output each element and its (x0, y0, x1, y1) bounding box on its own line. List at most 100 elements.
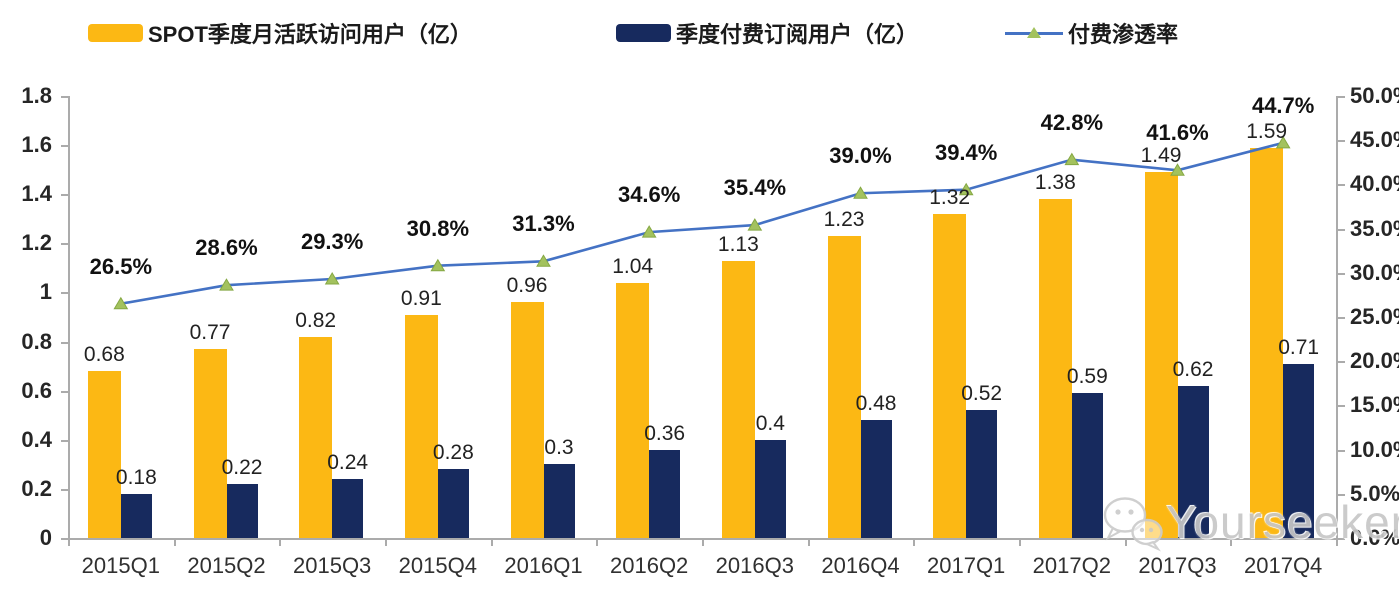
left-axis-tick (61, 488, 68, 491)
yellow-bar-swatch-icon (88, 24, 143, 42)
left-axis-tick-label: 1.8 (21, 83, 52, 108)
bar-label-subs: 0.18 (115, 465, 157, 489)
bar-subs (1283, 363, 1315, 538)
legend-label-penetration: 付费渗透率 (1068, 22, 1179, 47)
navy-bar-swatch-icon (616, 24, 671, 42)
bar-label-subs: 0.24 (327, 451, 369, 475)
x-axis-tick (1019, 540, 1021, 546)
left-axis-tick-label: 0.4 (21, 426, 52, 452)
bar-label-subs: 0.48 (855, 392, 897, 416)
x-axis-tick (173, 540, 176, 546)
right-axis-tick-label: 50.0% (1350, 83, 1399, 108)
left-axis-tick-label: 0.2 (21, 475, 52, 501)
right-axis-tick-label: 30.0% (1350, 259, 1399, 285)
bar-label-mau: 0.68 (83, 343, 125, 367)
penetration-label: 26.5% (89, 253, 153, 279)
x-axis-tick (702, 540, 704, 546)
x-axis-tick (385, 540, 387, 546)
bar-subs (332, 479, 364, 538)
bar-label-mau: 1.23 (823, 207, 865, 231)
bar-subs (543, 464, 575, 538)
left-axis-line (68, 96, 70, 540)
penetration-label: 29.3% (300, 228, 364, 254)
legend-item-subs: 季度付费订阅用户（亿） (616, 18, 918, 48)
bar-subs (754, 439, 786, 538)
left-axis-tick-label: 0.6 (21, 377, 52, 403)
bottom-axis-line (68, 538, 1338, 540)
right-axis-tick (1338, 493, 1345, 496)
x-axis-category-label: 2017Q4 (1244, 553, 1323, 578)
watermark: Yourseeker (1100, 492, 1399, 552)
right-axis-tick-label: 10.0% (1350, 436, 1399, 462)
penetration-label: 30.8% (406, 215, 470, 241)
x-axis-category-label: 2015Q3 (293, 553, 372, 578)
left-axis-tick-label: 0.8 (21, 328, 52, 354)
x-axis-tick (1230, 540, 1233, 546)
right-axis-tick-label: 5.0% (1350, 480, 1399, 506)
right-axis-tick (1338, 140, 1345, 143)
x-axis-category-label: 2017Q3 (1138, 553, 1217, 578)
penetration-label: 44.7% (1251, 92, 1315, 118)
wechat-icon (1103, 497, 1163, 552)
watermark-text: Yourseeker (1166, 496, 1399, 548)
bar-label-mau: 0.77 (189, 320, 231, 344)
x-axis-category-label: 2016Q2 (610, 553, 689, 578)
right-axis-tick-label: 35.0% (1350, 215, 1399, 241)
x-axis-category-label: 2015Q2 (187, 553, 266, 578)
penetration-label: 41.6% (1146, 120, 1209, 146)
bar-label-mau: 1.59 (1246, 119, 1288, 143)
left-axis-tick (61, 194, 68, 197)
right-axis-line (1336, 96, 1338, 540)
right-axis-tick (1338, 449, 1345, 452)
legend-item-mau: SPOT季度月活跃访问用户（亿） (88, 18, 472, 48)
bar-subs (1071, 393, 1103, 538)
left-axis-tick (61, 292, 68, 295)
left-axis-tick (61, 341, 68, 344)
legend-label-subs: 季度付费订阅用户（亿） (676, 22, 919, 47)
right-axis-tick (1338, 361, 1345, 364)
bar-label-mau: 0.91 (400, 286, 442, 310)
bar-label-subs: 0.28 (432, 441, 474, 465)
left-axis-tick-label: 1.6 (21, 132, 52, 158)
bar-mau (1144, 172, 1178, 538)
line-marker-swatch-icon (1005, 24, 1063, 42)
bar-label-subs: 0.52 (961, 382, 1003, 406)
x-axis-tick (1124, 540, 1127, 546)
bar-label-mau: 0.82 (295, 308, 337, 332)
bar-mau (299, 336, 333, 538)
bar-mau (616, 282, 650, 538)
right-axis-tick (1338, 96, 1345, 98)
right-axis-tick-label: 15.0% (1350, 392, 1399, 418)
x-axis-category-label: 2016Q1 (504, 553, 583, 578)
x-axis-category-label: 2017Q2 (1032, 553, 1111, 578)
bar-subs (860, 420, 892, 538)
bar-label-mau: 1.04 (612, 254, 654, 278)
right-axis-tick (1338, 272, 1345, 275)
left-axis-tick (61, 243, 68, 246)
right-axis-tick-label: 0.0% (1350, 525, 1399, 550)
bar-subs (120, 493, 152, 538)
bar-subs (649, 449, 681, 538)
bar-mau (933, 213, 967, 538)
left-axis-tick-label: 1.4 (21, 181, 52, 207)
bar-mau (827, 235, 861, 538)
legend-item-penetration: 付费渗透率 (1005, 18, 1178, 48)
right-axis-tick-label: 20.0% (1350, 348, 1399, 374)
penetration-label: 39.0% (829, 143, 892, 169)
left-axis-tick (61, 96, 68, 98)
bar-label-mau: 1.38 (1034, 171, 1076, 195)
right-axis-tick (1338, 228, 1345, 231)
right-axis-tick-label: 25.0% (1350, 304, 1399, 329)
x-axis-category-label: 2015Q1 (81, 553, 160, 578)
bar-label-subs: 0.71 (1278, 335, 1320, 359)
x-axis-tick (807, 540, 810, 546)
legend-label-mau: SPOT季度月活跃访问用户（亿） (148, 22, 472, 47)
right-axis-tick (1338, 184, 1345, 187)
bar-label-subs: 0.3 (544, 436, 574, 460)
penetration-label: 34.6% (617, 182, 681, 208)
x-axis-category-label: 2016Q3 (715, 553, 794, 578)
bar-mau (87, 371, 121, 538)
bar-label-mau: 1.49 (1140, 144, 1182, 168)
left-axis-tick (61, 145, 68, 148)
